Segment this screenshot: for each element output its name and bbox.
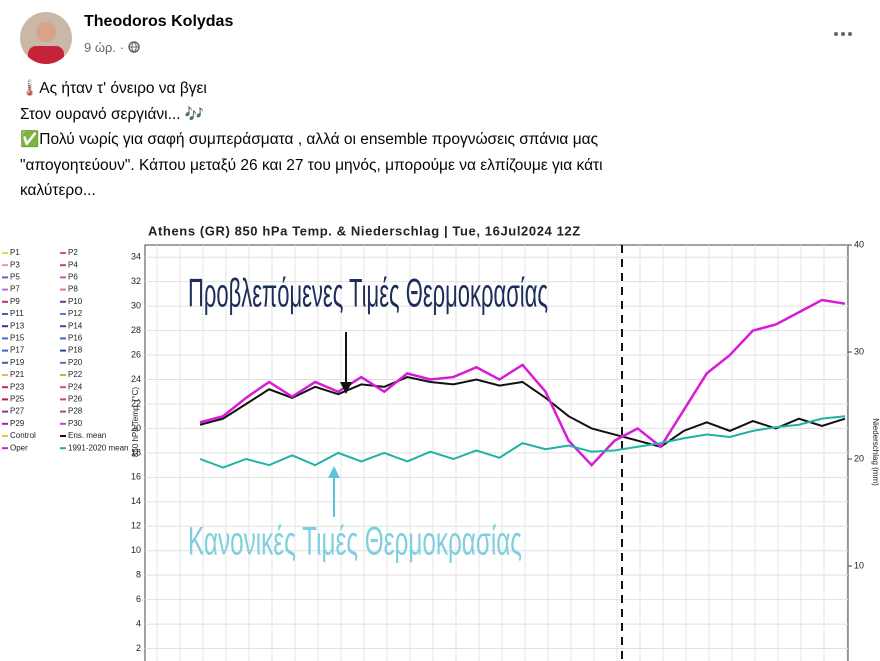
legend-label: P24 [68, 382, 83, 391]
chart-title: Athens (GR) 850 hPa Temp. & Niederschlag… [148, 223, 581, 238]
legend-label: P9 [10, 297, 20, 306]
text-line: Στον ουρανό σεργιάνι... 🎶 [20, 105, 205, 123]
avatar[interactable] [20, 12, 72, 64]
more-menu[interactable] [832, 28, 854, 40]
y-tick-label: 14 [131, 496, 141, 506]
annotation: Προβλεπόμενες Τιμές Θερμοκρασίας [188, 272, 548, 316]
y-tick-label: 22 [131, 398, 141, 408]
legend-label: P14 [68, 321, 83, 330]
series-line [199, 298, 846, 467]
legend-label: P28 [68, 407, 83, 416]
y-tick-label: 28 [131, 325, 141, 335]
legend-label: P2 [68, 248, 78, 257]
text-line: καλύτερο... [20, 182, 96, 199]
legend-label: Ens. mean [68, 431, 106, 440]
legend-label: P30 [68, 419, 83, 428]
legend-label: P3 [10, 260, 20, 269]
legend-label: P21 [10, 370, 25, 379]
legend-label: P18 [68, 346, 83, 355]
legend-label: P7 [10, 285, 20, 294]
legend-label: P4 [68, 260, 78, 269]
y-tick-label: 34 [131, 252, 141, 262]
text-line: ✅Πολύ νωρίς για σαφή συμπεράσματα , αλλά… [20, 131, 599, 148]
legend-label: P6 [68, 273, 78, 282]
legend-label: P8 [68, 285, 78, 294]
arrow-head [340, 382, 352, 394]
legend-label: Control [10, 431, 36, 440]
y-tick-label: 30 [131, 301, 141, 311]
legend-label: P13 [10, 321, 25, 330]
legend-label: P26 [68, 395, 83, 404]
legend-label: P19 [10, 358, 25, 367]
y-tick-label: 18 [131, 447, 141, 457]
y2-tick-label: 40 [854, 239, 864, 249]
legend-label: P23 [10, 382, 25, 391]
text-line: 🌡️Ας ήταν τ' όνειρο να βγει [20, 80, 207, 97]
legend-label: P5 [10, 273, 20, 282]
series-line [199, 415, 846, 469]
y2-axis-label: Niederschlag (mm) [871, 418, 880, 486]
legend-label: P16 [68, 334, 83, 343]
legend-label: P20 [68, 358, 83, 367]
y-tick-label: 24 [131, 374, 141, 384]
author[interactable]: Theodoros Kolydas [84, 13, 234, 30]
y-axis-label: 850 hPa Temp. (°C) [131, 387, 140, 458]
chart: Athens (GR) 850 hPa Temp. & Niederschlag… [0, 222, 880, 661]
legend-label: P11 [10, 309, 24, 318]
time[interactable]: 9 ώρ. · [84, 40, 124, 55]
legend-label: P10 [68, 297, 83, 306]
y-tick-label: 26 [131, 349, 141, 359]
legend-label: P15 [10, 334, 25, 343]
y-tick-label: 6 [136, 594, 141, 604]
y-tick-label: 10 [131, 545, 141, 555]
legend-label: P1 [10, 248, 20, 257]
y-tick-label: 32 [131, 276, 141, 286]
annotation: Κανονικές Τιμές Θερμοκρασίας [188, 520, 522, 564]
y-tick-label: 2 [136, 643, 141, 653]
chart-bg [0, 222, 880, 661]
y-tick-label: 20 [131, 423, 141, 433]
legend-label: P12 [68, 309, 83, 318]
text-line: "απογοητεύουν". Κάπου μεταξύ 26 και 27 τ… [20, 156, 603, 174]
legend-label: Oper [10, 443, 28, 452]
legend-label: 1991-2020 mean [68, 443, 129, 452]
post-text: 🌡️Ας ήταν τ' όνειρο να βγει Στον ουρανό σ… [20, 76, 603, 204]
y-tick-label: 8 [136, 570, 141, 580]
y-tick-label: 16 [131, 472, 141, 482]
globe-icon [127, 41, 140, 53]
timestamp[interactable]: 9 ώρ. · [84, 40, 140, 55]
series-line [199, 376, 846, 448]
y2-tick-label: 20 [854, 453, 864, 463]
y2-tick-label: 30 [854, 346, 864, 356]
arrow-head [328, 466, 340, 478]
legend-label: P29 [10, 419, 25, 428]
legend-label: P25 [10, 395, 25, 404]
legend-label: P27 [10, 407, 25, 416]
y-tick-label: 4 [136, 618, 141, 628]
legend-label: P17 [10, 346, 25, 355]
y2-tick-label: 10 [854, 560, 864, 570]
y-tick-label: 12 [131, 521, 141, 531]
legend-label: P22 [68, 370, 83, 379]
